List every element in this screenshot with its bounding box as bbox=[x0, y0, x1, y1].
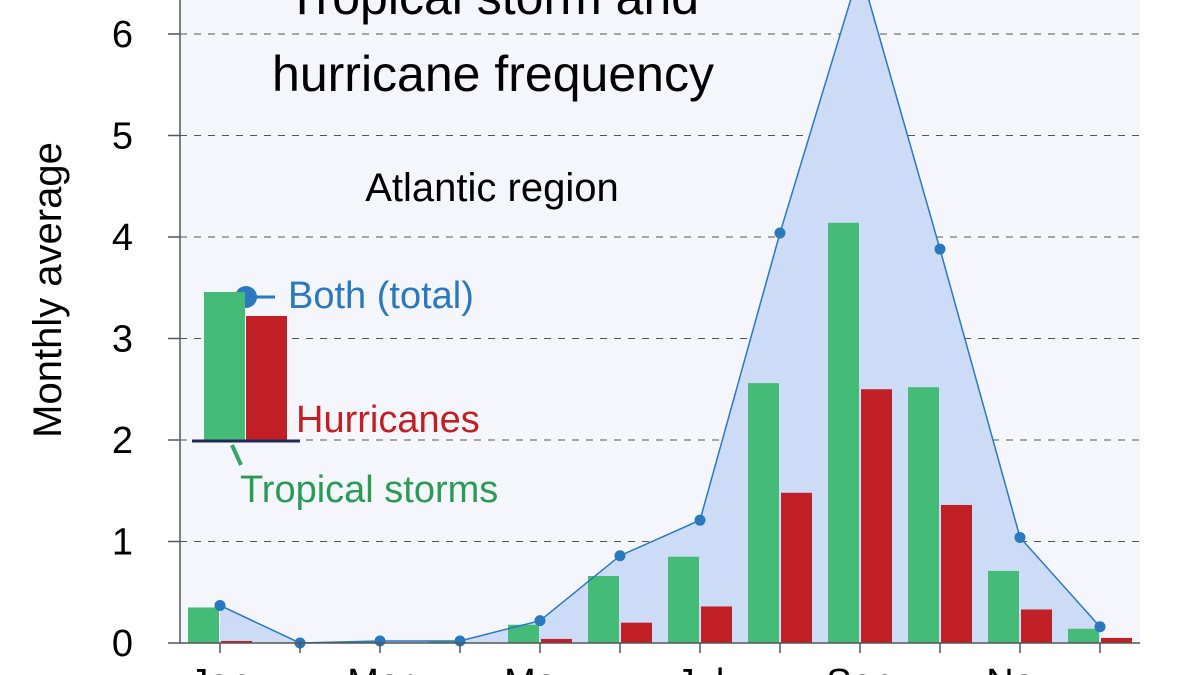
x-tick-label: Jan bbox=[189, 662, 250, 675]
hurricane-bar-jul bbox=[701, 606, 732, 643]
x-tick-label: May bbox=[504, 662, 576, 675]
legend-hurricanes-label: Hurricanes bbox=[296, 399, 480, 441]
y-tick-label: 1 bbox=[112, 522, 133, 564]
storm-bar-sep bbox=[828, 222, 859, 644]
hurricane-bar-oct bbox=[941, 504, 972, 643]
legend: Both (total) Hurricanes Tropical storms bbox=[192, 275, 498, 511]
hurricane-bar-dec bbox=[1101, 637, 1132, 643]
total-point-aug bbox=[774, 227, 786, 239]
chart-subtitle: Atlantic region bbox=[365, 166, 618, 210]
storm-bar-jul bbox=[668, 556, 699, 643]
storm-bar-dec bbox=[1068, 628, 1099, 643]
y-axis-label: Monthly average bbox=[26, 142, 70, 438]
storm-bar-aug bbox=[748, 383, 779, 643]
storm-bar-jun bbox=[588, 576, 619, 643]
storm-bar-apr bbox=[428, 640, 459, 643]
y-tick-label: 5 bbox=[112, 116, 133, 158]
storm-bar-jan bbox=[188, 607, 219, 643]
chart-title-line-1: Tropical storm and bbox=[287, 0, 699, 25]
total-point-jul bbox=[694, 514, 706, 526]
total-point-jun bbox=[614, 550, 626, 562]
total-point-dec bbox=[1094, 621, 1106, 633]
x-tick-labels: Jan Mar May Jul Sep Nov bbox=[189, 643, 1101, 675]
storm-bar-nov bbox=[988, 570, 1019, 643]
total-point-oct bbox=[934, 243, 946, 255]
bars bbox=[188, 222, 1132, 644]
y-tick-label: 0 bbox=[112, 623, 133, 665]
y-tick-label: 4 bbox=[112, 217, 133, 259]
x-tick-label: Nov bbox=[986, 662, 1054, 675]
x-tick-label: Sep bbox=[826, 662, 894, 675]
hurricane-bar-sep bbox=[861, 389, 892, 643]
total-line bbox=[219, 0, 1101, 644]
x-tick-label: Mar bbox=[347, 662, 413, 675]
hurricane-bar-may bbox=[541, 638, 572, 643]
hurricane-bar-aug bbox=[781, 492, 812, 643]
legend-storms-pointer bbox=[230, 444, 243, 466]
chart-title-line-2: hurricane frequency bbox=[272, 46, 714, 102]
storm-bar-may bbox=[508, 624, 539, 643]
total-point-may bbox=[534, 615, 546, 627]
hurricane-bar-jan bbox=[221, 640, 252, 643]
hurricane-bar-jun bbox=[621, 622, 652, 643]
legend-storms-bar bbox=[204, 292, 245, 441]
x-tick-label: Jul bbox=[676, 662, 725, 675]
legend-total-label: Both (total) bbox=[288, 275, 474, 317]
storm-bar-oct bbox=[908, 387, 939, 643]
legend-storms-label: Tropical storms bbox=[240, 469, 498, 511]
y-tick-labels: 0 1 2 3 4 5 6 bbox=[112, 14, 133, 665]
y-tick-label: 6 bbox=[112, 14, 133, 56]
legend-hurricanes-bar bbox=[246, 316, 287, 441]
y-tick-label: 3 bbox=[112, 319, 133, 361]
total-point-nov bbox=[1014, 531, 1026, 543]
hurricane-bar-nov bbox=[1021, 609, 1052, 643]
y-tick-label: 2 bbox=[112, 420, 133, 462]
total-point-jan bbox=[214, 599, 226, 611]
